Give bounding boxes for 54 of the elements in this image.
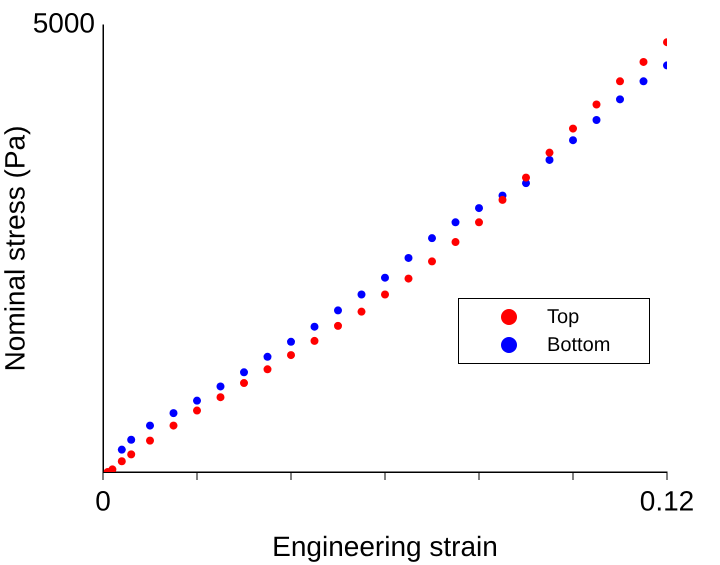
- point: [404, 254, 412, 262]
- point: [170, 422, 178, 430]
- point: [522, 174, 530, 182]
- point: [569, 136, 577, 144]
- point: [127, 450, 136, 458]
- point: [310, 336, 318, 345]
- point: [310, 322, 318, 331]
- x-tick-label: 0.12: [640, 486, 694, 517]
- point: [381, 290, 389, 298]
- point: [193, 396, 201, 405]
- point: [334, 322, 342, 330]
- point: [428, 234, 436, 242]
- point: [216, 382, 224, 390]
- point: [498, 196, 506, 204]
- point: [616, 95, 624, 104]
- x-tick-label: 0: [95, 486, 111, 517]
- point: [452, 218, 460, 226]
- point: [592, 100, 600, 109]
- point: [334, 306, 342, 314]
- point: [640, 58, 648, 66]
- point: [475, 204, 483, 212]
- point: [264, 365, 272, 374]
- point: [146, 422, 154, 430]
- point: [118, 457, 126, 466]
- legend-label: Top: [547, 306, 580, 328]
- point: [640, 77, 648, 86]
- text: 5000: [32, 8, 95, 39]
- x-axis-title: Engineering strain: [272, 530, 498, 562]
- point: [452, 238, 460, 246]
- point: [264, 352, 272, 361]
- point: [127, 436, 136, 444]
- point: [475, 218, 483, 226]
- point: [240, 379, 248, 388]
- point: [569, 124, 577, 133]
- point: [546, 148, 554, 157]
- point: [216, 393, 224, 402]
- point: [358, 290, 366, 298]
- point: [170, 409, 178, 418]
- point: [428, 257, 436, 266]
- point: [616, 77, 624, 86]
- point: [193, 406, 201, 415]
- legend-label: Bottom: [547, 334, 610, 356]
- point: [146, 436, 154, 445]
- y-axis-title: Nominal stress (Pa): [0, 126, 31, 372]
- point: [108, 465, 116, 472]
- point: [287, 338, 295, 346]
- point: [592, 116, 600, 124]
- point: [118, 446, 126, 454]
- point: [358, 308, 366, 316]
- point: [381, 274, 389, 282]
- point: [404, 274, 412, 283]
- point: [240, 368, 248, 376]
- point: [546, 156, 554, 164]
- point: [287, 351, 295, 360]
